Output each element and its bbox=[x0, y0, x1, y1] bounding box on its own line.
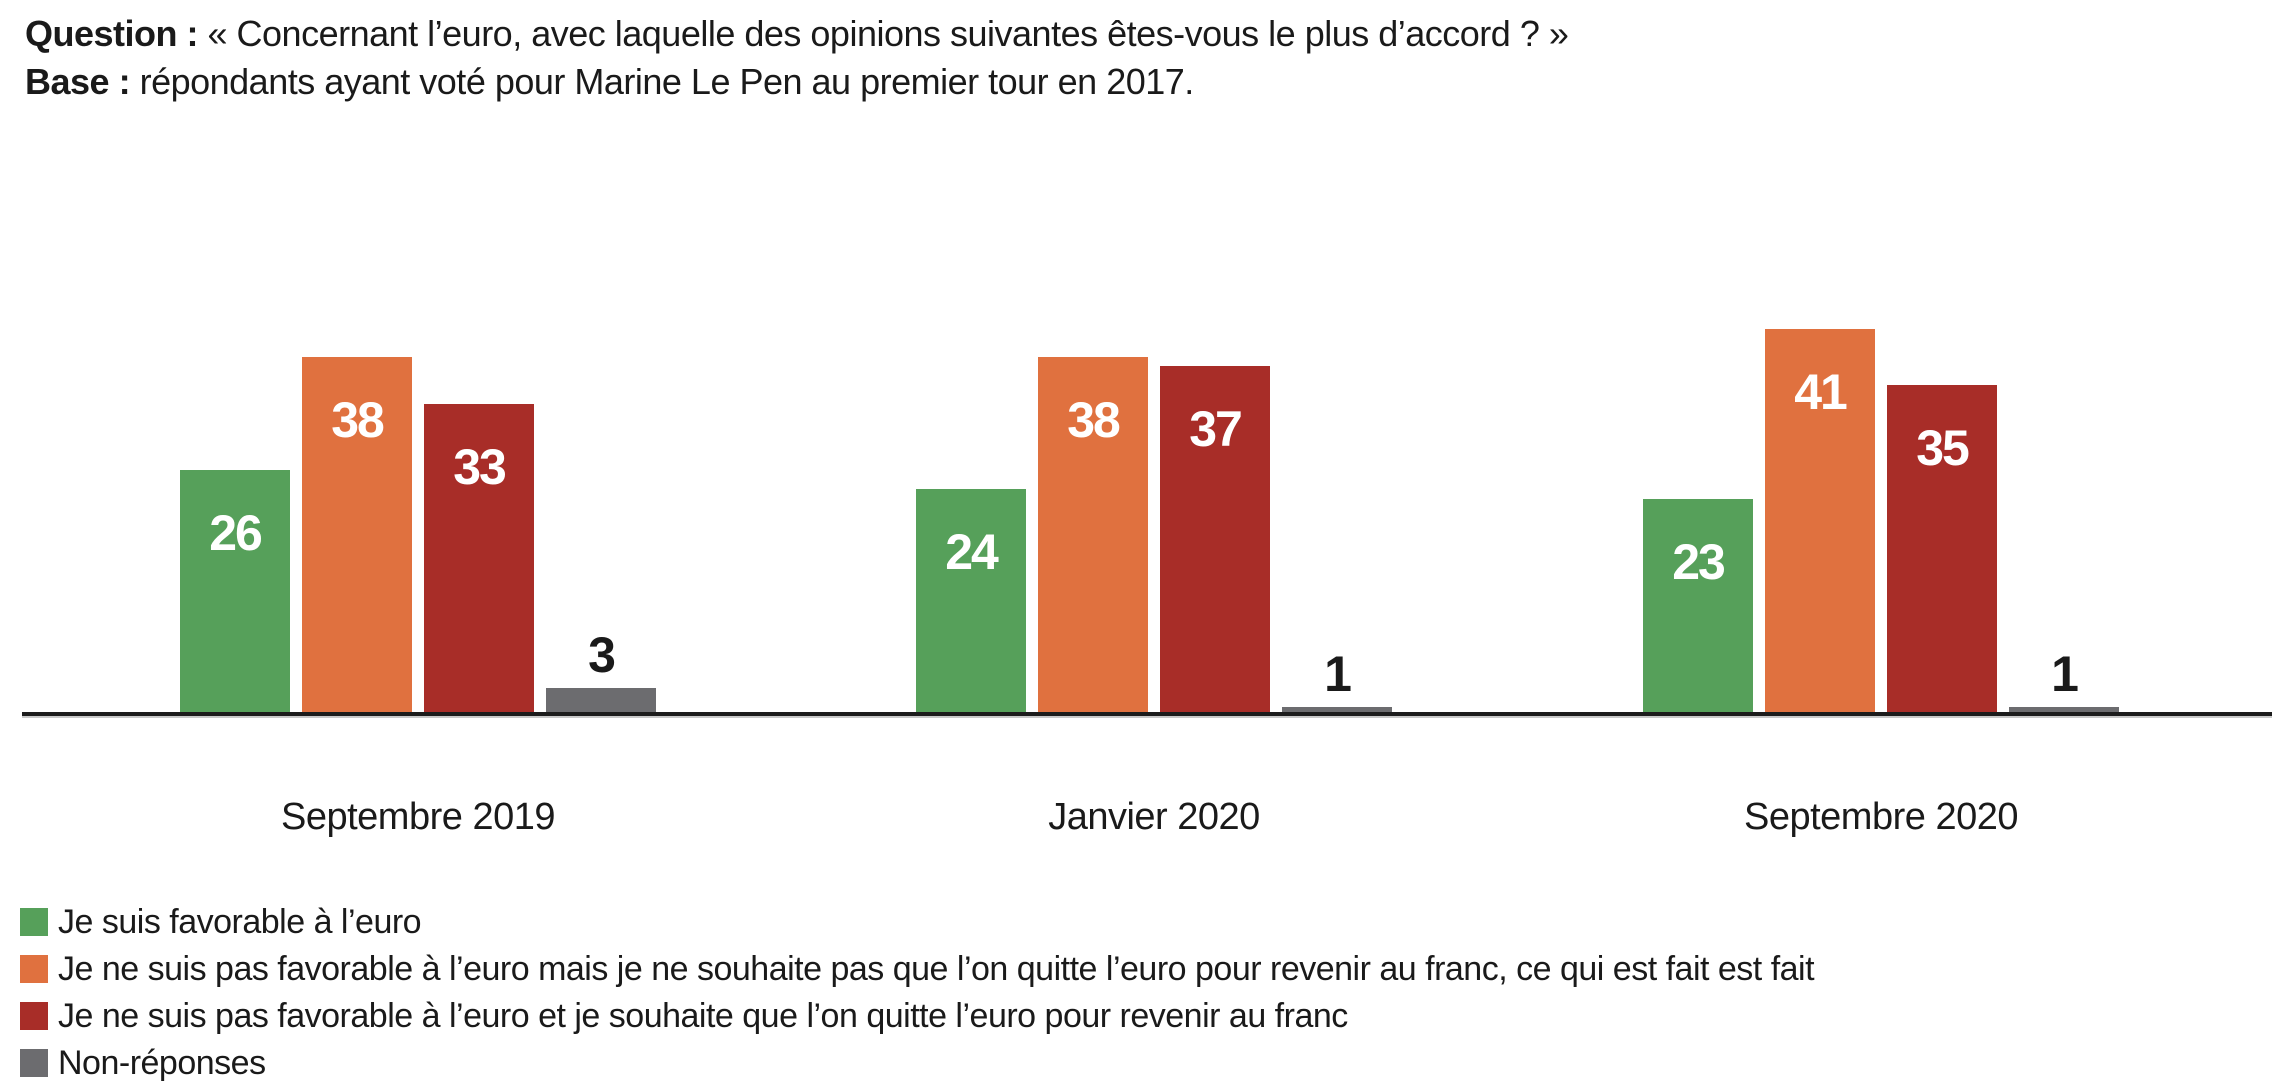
question-line: Question : « Concernant l’euro, avec laq… bbox=[25, 10, 1569, 58]
x-axis-line bbox=[22, 712, 2272, 716]
base-label: Base : bbox=[25, 61, 131, 102]
category-label-janvier-2020: Janvier 2020 bbox=[1048, 796, 1260, 838]
legend-swatch-icon bbox=[20, 908, 48, 936]
bar-value-label: 24 bbox=[945, 524, 999, 580]
base-line: Base : répondants ayant voté pour Marine… bbox=[25, 58, 1568, 106]
bar-septembre-2020-favorable-euro bbox=[1643, 499, 1753, 716]
legend-item-non-reponses: Non-réponses bbox=[20, 1043, 266, 1083]
bar-septembre-2020-pas-favorable-quitter-euro bbox=[1887, 385, 1997, 716]
bar-value-label: 1 bbox=[2051, 646, 2079, 702]
bar-janvier-2020-pas-favorable-quitter-euro bbox=[1160, 366, 1270, 716]
question-label: Question : bbox=[25, 13, 199, 54]
category-label-septembre-2019: Septembre 2019 bbox=[281, 796, 555, 838]
legend-label: Je ne suis pas favorable à l’euro et je … bbox=[58, 996, 1348, 1035]
bar-janvier-2020-non-reponses bbox=[1282, 707, 1392, 716]
legend-swatch-icon bbox=[20, 1049, 48, 1077]
legend-label: Je suis favorable à l’euro bbox=[58, 902, 422, 941]
legend-item-pas-favorable-rester-euro: Je ne suis pas favorable à l’euro mais j… bbox=[20, 949, 1815, 989]
bar-septembre-2019-pas-favorable-quitter-euro bbox=[424, 404, 534, 716]
bar-janvier-2020-pas-favorable-rester-euro bbox=[1038, 357, 1148, 716]
bar-value-label: 3 bbox=[588, 627, 616, 683]
legend-swatch-icon bbox=[20, 1002, 48, 1030]
bar-septembre-2019-non-reponses bbox=[546, 688, 656, 716]
bar-janvier-2020-favorable-euro bbox=[916, 489, 1026, 716]
chart-header: Question : « Concernant l’euro, avec laq… bbox=[25, 10, 1569, 106]
bar-septembre-2019-favorable-euro bbox=[180, 470, 290, 716]
bar-value-label: 38 bbox=[331, 392, 385, 448]
base-text: répondants ayant voté pour Marine Le Pen… bbox=[139, 61, 1195, 102]
legend-label: Je ne suis pas favorable à l’euro mais j… bbox=[58, 949, 1815, 988]
bar-value-label: 38 bbox=[1067, 392, 1121, 448]
bar-value-label: 1 bbox=[1324, 646, 1352, 702]
plot-area: 26 38 33 3 24 38 37 1 23 41 35 1 bbox=[22, 329, 2272, 716]
bar-value-label: 26 bbox=[209, 505, 263, 561]
legend-label: Non-réponses bbox=[58, 1043, 266, 1082]
category-label-septembre-2020: Septembre 2020 bbox=[1744, 796, 2018, 838]
bar-value-label: 37 bbox=[1189, 401, 1243, 457]
legend-swatch-icon bbox=[20, 955, 48, 983]
bar-value-label: 35 bbox=[1916, 420, 1970, 476]
bar-value-label: 33 bbox=[453, 439, 507, 495]
question-text: « Concernant l’euro, avec laquelle des o… bbox=[207, 13, 1569, 54]
bar-value-label: 23 bbox=[1672, 534, 1726, 590]
bar-septembre-2020-non-reponses bbox=[2009, 707, 2119, 716]
bar-septembre-2019-pas-favorable-rester-euro bbox=[302, 357, 412, 716]
bar-value-label: 41 bbox=[1794, 364, 1848, 420]
legend-item-pas-favorable-quitter-euro: Je ne suis pas favorable à l’euro et je … bbox=[20, 996, 1348, 1036]
legend-item-favorable-euro: Je suis favorable à l’euro bbox=[20, 902, 422, 942]
bar-septembre-2020-pas-favorable-rester-euro bbox=[1765, 329, 1875, 716]
